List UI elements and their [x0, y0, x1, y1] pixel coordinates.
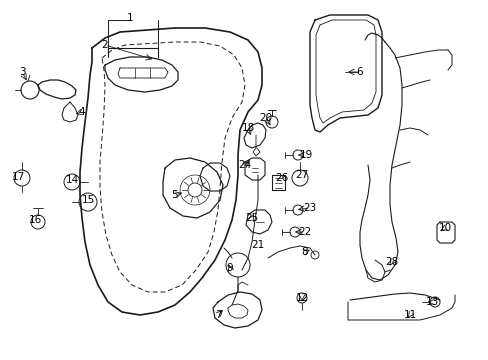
Text: 2: 2 — [102, 40, 108, 50]
Text: 19: 19 — [299, 150, 312, 160]
Text: 25: 25 — [245, 213, 258, 223]
Text: 16: 16 — [28, 215, 41, 225]
Text: 6: 6 — [356, 67, 363, 77]
Text: 14: 14 — [65, 175, 79, 185]
Text: 21: 21 — [251, 240, 264, 250]
Text: 26: 26 — [275, 173, 288, 183]
Text: 18: 18 — [241, 123, 254, 133]
Text: 27: 27 — [295, 170, 308, 180]
Text: 24: 24 — [238, 160, 251, 170]
Text: 4: 4 — [79, 107, 85, 117]
Text: 3: 3 — [19, 67, 25, 77]
Text: 20: 20 — [259, 113, 272, 123]
Text: 17: 17 — [11, 172, 24, 182]
Text: 8: 8 — [301, 247, 307, 257]
Text: 28: 28 — [385, 257, 398, 267]
Text: 22: 22 — [298, 227, 311, 237]
Text: 5: 5 — [171, 190, 178, 200]
Text: 1: 1 — [126, 13, 133, 23]
Text: 10: 10 — [438, 223, 450, 233]
Text: 7: 7 — [214, 310, 221, 320]
Text: 13: 13 — [425, 297, 438, 307]
Text: 23: 23 — [303, 203, 316, 213]
Text: 12: 12 — [295, 293, 308, 303]
Text: 15: 15 — [81, 195, 95, 205]
Text: 11: 11 — [403, 310, 416, 320]
Text: 9: 9 — [226, 263, 233, 273]
